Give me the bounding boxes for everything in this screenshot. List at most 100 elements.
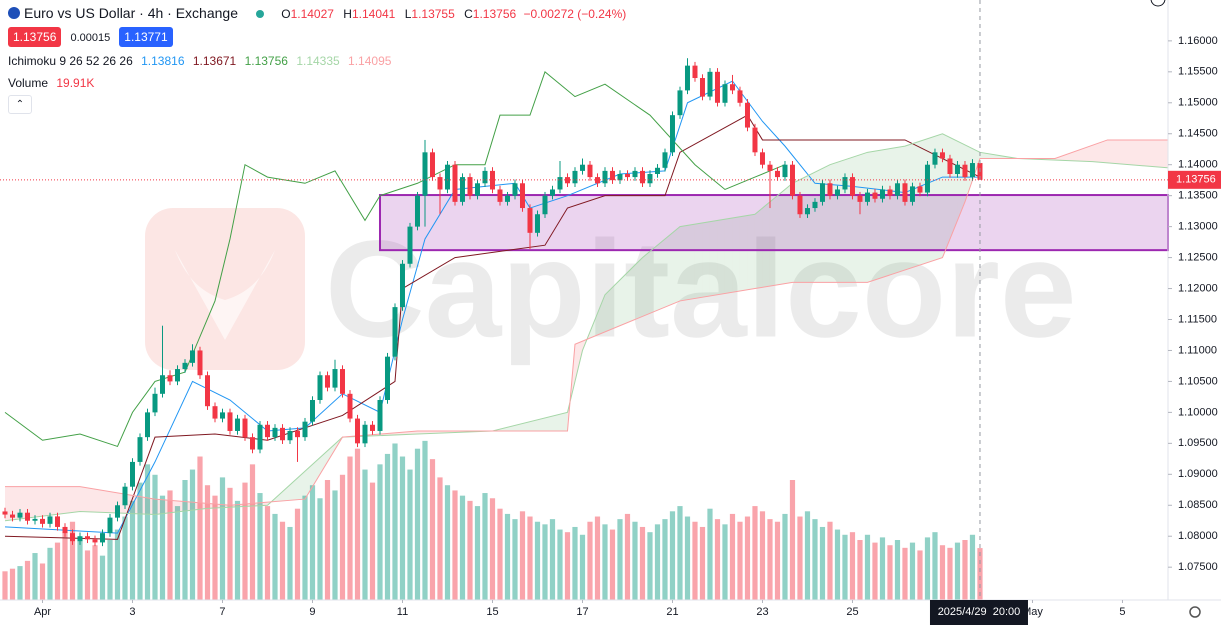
volume-bar [227,487,233,600]
candle-body [294,430,300,438]
indicator-reading: 1.14335 [296,54,340,68]
clock-icon[interactable] [1150,0,1166,7]
cloud-segment [1084,145,1093,162]
candle-body [369,424,375,431]
x-tick-label: 9 [309,606,315,618]
volume-bar [302,495,308,600]
collapse-button[interactable]: ⌃ [8,95,32,114]
volume-bar [797,516,803,600]
candle-body [527,208,533,233]
volume-bar [504,513,511,600]
candle-body [827,183,833,196]
candle-body [422,152,428,196]
buy-button[interactable]: 1.13771 [119,27,173,47]
x-tick-label: 3 [129,606,135,618]
cloud-segment [132,495,140,514]
volume-bar [84,550,91,600]
cloud-segment [777,189,785,285]
volume-bar [654,524,661,600]
symbol: Euro vs US Dollar · 4h · Exchange [24,5,238,21]
volume-bar [534,521,541,600]
cloud-segment [889,147,898,275]
volume-bar [842,534,848,600]
cloud-segment [147,497,155,515]
volume-bar [489,498,496,600]
ohlc-value: 1.13755 [411,7,455,21]
x-tick-label: Apr [34,606,51,618]
volume-bar [317,498,323,600]
candle-body [392,307,398,357]
cloud-segment [612,279,620,329]
x-tick-label: 11 [397,606,408,618]
cloud-segment [912,141,920,268]
ohlc-value: 1.14027 [290,7,334,21]
cloud-segment [724,217,733,294]
last-price-box [1168,170,1221,189]
candle-body [459,177,465,202]
candle-body [819,183,825,202]
candle-body [864,192,870,202]
cloud-segment [57,486,66,515]
candle-body [437,177,443,190]
volume-bar [587,521,593,600]
candle-body [25,512,31,521]
volume-bar [632,521,638,600]
volume-bar [24,560,31,600]
cloud-segment [1069,150,1078,161]
cloud-segment [619,272,628,326]
candle-body [242,418,248,438]
cursor-label: 2025/4/29 20:00 [938,606,1021,618]
volume-bar [714,519,721,600]
candle-body [197,350,203,376]
volume-bar [444,485,451,600]
sell-button[interactable]: 1.13756 [8,27,62,47]
volume-bar [624,513,631,600]
cloud-segment [964,144,973,202]
volume-bar [827,521,833,600]
volume-bar [744,516,751,600]
candle-body [782,164,788,178]
cloud-segment [739,215,748,292]
volume-bar [549,519,556,600]
indicator-reading: 1.13671 [192,54,237,68]
candle-body [879,189,885,199]
volume-bar [857,540,863,600]
cloud-segment [552,414,560,431]
x-tick-label: 23 [756,606,768,618]
cloud-segment [604,287,613,332]
candle-body [602,170,608,184]
volume-bar [354,448,361,600]
cloud-segment [537,417,545,431]
cloud-segment [994,154,1003,159]
cloud-segment [154,499,163,515]
ohlc-value: 1.14041 [351,7,396,21]
volume-bar [699,526,706,600]
candle-body [834,189,840,196]
cloud-segment [642,251,650,317]
volume-bar [204,485,211,600]
candle-body [699,78,705,97]
indicator-line [4,114,981,540]
candle-body [542,195,548,215]
cloud-segment [274,491,283,502]
volume-value: 19.91K [56,76,95,90]
candle-body [632,170,638,178]
cloud-segment [762,201,770,288]
candle-body [309,400,315,422]
y-tick-label: 1.13500 [1178,190,1218,202]
cursor-badge [929,600,1028,625]
cloud-segment [297,471,305,500]
cloud-segment [50,486,58,516]
volume-bar [497,508,503,600]
volume-bar [609,529,616,600]
candle-body [257,424,263,450]
candle-body [100,533,106,543]
watermark: Capitalcore [145,208,1077,370]
candle-body [924,164,930,193]
cloud-segment [184,501,193,512]
settings-icon[interactable] [1189,606,1201,618]
volume-bar [152,474,158,600]
volume-bar [257,493,263,600]
